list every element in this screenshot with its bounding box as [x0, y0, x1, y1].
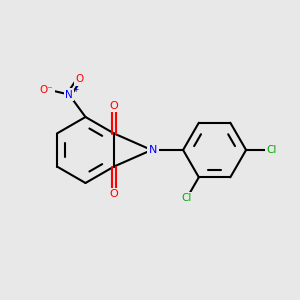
Text: O: O — [110, 100, 118, 111]
Text: O: O — [110, 189, 118, 200]
Text: Cl: Cl — [266, 145, 277, 155]
Text: N: N — [65, 89, 73, 100]
Text: O⁻: O⁻ — [40, 85, 53, 95]
Text: +: + — [72, 85, 79, 94]
Text: Cl: Cl — [182, 194, 192, 203]
Text: N: N — [149, 145, 157, 155]
Text: O: O — [75, 74, 84, 85]
